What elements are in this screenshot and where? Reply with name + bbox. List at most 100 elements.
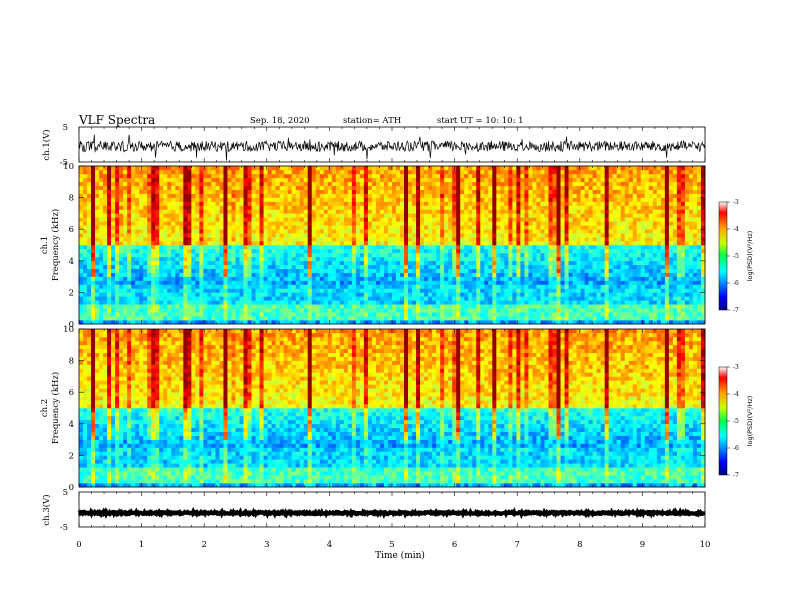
- spectrogram-cell: [436, 201, 441, 206]
- spectrogram-cell: [464, 252, 469, 258]
- spectrogram-cell: [339, 189, 345, 194]
- spectrogram-cell: [424, 268, 429, 273]
- spectrogram-cell: [396, 308, 401, 313]
- spectrogram-cell: [508, 209, 513, 214]
- spectrogram-cell: [103, 237, 108, 242]
- spectrogram-cell: [123, 197, 128, 202]
- spectrogram-cell: [371, 201, 377, 206]
- spectrogram-cell: [187, 197, 192, 202]
- spectrogram-cell: [311, 181, 317, 187]
- spectrogram-cell: [83, 237, 88, 242]
- spectrogram-cell: [355, 296, 361, 301]
- spectrogram-cell: [496, 260, 501, 266]
- spectrogram-cell: [383, 197, 389, 202]
- spectrogram-cell: [227, 320, 232, 325]
- spectrogram-cell: [424, 229, 429, 234]
- spectrogram-cell: [520, 316, 525, 321]
- spectrogram-cell: [508, 217, 513, 222]
- spectrogram-cell: [319, 256, 325, 262]
- spectrogram-cell: [408, 256, 413, 262]
- spectrogram-cell: [400, 312, 405, 317]
- spectrogram-cell: [147, 233, 152, 238]
- spectrogram-cell: [295, 248, 300, 254]
- spectrogram-cell: [476, 284, 481, 289]
- spectrogram-cell: [416, 225, 421, 230]
- spectrogram-cell: [183, 268, 188, 273]
- spectrogram-cell: [323, 189, 329, 194]
- spectrogram-cell: [359, 213, 365, 218]
- spectrogram-cell: [428, 268, 433, 273]
- spectrogram-cell: [432, 320, 437, 325]
- spectrogram-cell: [83, 312, 88, 317]
- spectrogram-cell: [235, 272, 240, 277]
- spectrogram-cell: [556, 264, 561, 269]
- spectrogram-cell: [480, 312, 485, 317]
- spectrogram-cell: [568, 312, 573, 317]
- spectrogram-cell: [99, 241, 104, 246]
- spectrogram-cell: [464, 316, 469, 321]
- spectrogram-cell: [363, 166, 369, 171]
- spectrogram-cell: [371, 185, 377, 190]
- spectrogram-cell: [488, 256, 493, 262]
- spectrogram-cell: [263, 260, 268, 266]
- spectrogram-cell: [424, 300, 429, 305]
- spectrogram-cell: [379, 280, 385, 285]
- spectrogram-cell: [335, 237, 341, 242]
- spectrogram-cell: [159, 248, 164, 254]
- spectrogram-cell: [560, 288, 565, 293]
- spectrogram-cell: [383, 272, 389, 277]
- spectrogram-cell: [135, 197, 140, 202]
- spectrogram-cell: [239, 166, 244, 171]
- spectrogram-cell: [219, 197, 224, 202]
- spectrogram-cell: [279, 193, 284, 198]
- spectrogram-cell: [464, 166, 469, 171]
- spectrogram-cell: [195, 217, 200, 222]
- spectrogram-cell: [175, 320, 180, 325]
- spectrogram-cell: [87, 260, 92, 266]
- spectrogram-cell: [87, 173, 92, 179]
- spectrogram-cell: [211, 241, 216, 246]
- spectrogram-cell: [408, 312, 413, 317]
- spectrogram-cell: [179, 229, 184, 234]
- spectrogram-cell: [552, 300, 557, 305]
- spectrogram-cell: [347, 260, 353, 266]
- spectrogram-cell: [87, 280, 92, 285]
- spectrogram-cell: [199, 264, 204, 269]
- spectrogram-cell: [167, 217, 172, 222]
- spectrogram-cell: [171, 312, 176, 317]
- spectrogram-cell: [532, 252, 537, 258]
- spectrogram-cell: [412, 173, 417, 179]
- spectrogram-cell: [424, 225, 429, 230]
- spectrogram-cell: [183, 229, 188, 234]
- spectrogram-cell: [299, 201, 305, 206]
- spectrogram-cell: [107, 166, 112, 171]
- spectrogram-cell: [123, 316, 128, 321]
- spectrogram-cell: [420, 308, 425, 313]
- spectrogram-cell: [123, 205, 128, 210]
- spectrogram-cell: [464, 280, 469, 285]
- spectrogram-cell: [524, 229, 529, 234]
- spectrogram-cell: [163, 288, 168, 293]
- spectrogram-cell: [367, 256, 373, 262]
- spectrogram-cell: [468, 304, 473, 309]
- spectrogram-cell: [387, 272, 393, 277]
- spectrogram-cell: [327, 268, 333, 273]
- spectrogram-cell: [151, 300, 156, 305]
- spectrogram-cell: [111, 316, 116, 321]
- spectrogram-cell: [524, 300, 529, 305]
- spectrogram-cell: [315, 284, 321, 289]
- spectrogram-cell: [247, 177, 252, 183]
- spectrogram-cell: [251, 193, 256, 198]
- spectrogram-cell: [123, 193, 128, 198]
- spectrogram-cell: [287, 177, 292, 183]
- spectrogram-cell: [440, 312, 445, 317]
- spectrogram-cell: [572, 260, 577, 266]
- spectrogram-cell: [291, 237, 296, 242]
- spectrogram-cell: [271, 185, 276, 190]
- spectrogram-cell: [227, 312, 232, 317]
- spectrogram-cell: [203, 248, 208, 254]
- spectrogram-cell: [163, 225, 168, 230]
- spectrogram-cell: [327, 320, 333, 325]
- spectrogram-cell: [307, 225, 313, 230]
- spectrogram-cell: [207, 256, 212, 262]
